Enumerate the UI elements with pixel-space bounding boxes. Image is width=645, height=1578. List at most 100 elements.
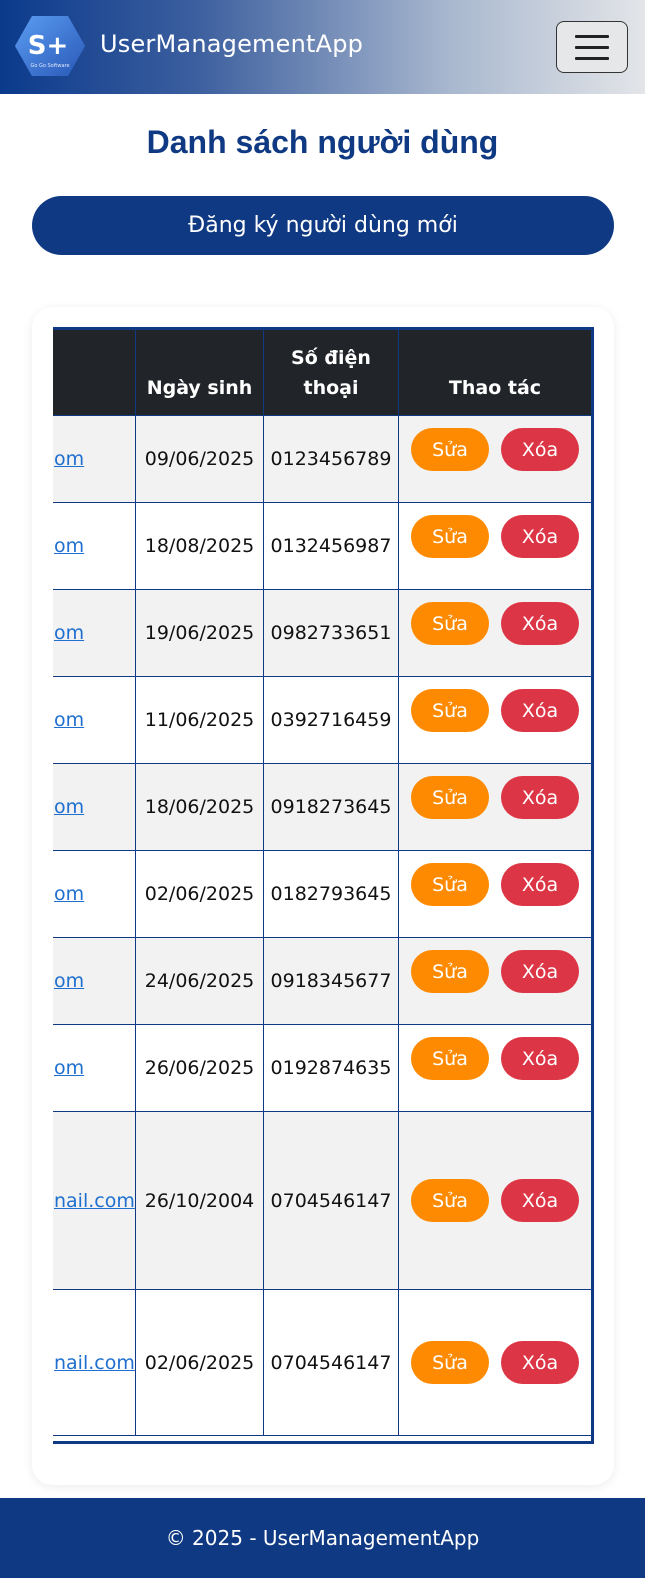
email-link[interactable]: om [54, 448, 85, 470]
email-link[interactable]: om [54, 709, 85, 731]
phone-cell: 0132456987 [263, 502, 399, 590]
page-title: Danh sách người dùng [146, 124, 499, 160]
email-cell: om [53, 850, 136, 938]
table-row: om 18/08/2025 0132456987 Sửa Xóa [53, 502, 591, 590]
phone-cell: 0704546147 [263, 1289, 399, 1436]
edit-button[interactable]: Sửa [411, 428, 489, 471]
delete-button[interactable]: Xóa [501, 515, 579, 558]
table-row: om 24/06/2025 0918345677 Sửa Xóa [53, 937, 591, 1025]
edit-button[interactable]: Sửa [411, 1341, 489, 1384]
delete-button[interactable]: Xóa [501, 1037, 579, 1080]
email-link[interactable]: om [54, 535, 85, 557]
app-logo[interactable]: S+ Go Go Software [15, 15, 85, 77]
phone-cell: 0704546147 [263, 1111, 399, 1290]
email-cell: om [53, 1024, 136, 1112]
brand-name[interactable]: UserManagementApp [100, 30, 364, 58]
delete-button[interactable]: Xóa [501, 428, 579, 471]
delete-button[interactable]: Xóa [501, 776, 579, 819]
phone-cell: 0918345677 [263, 937, 399, 1025]
dob-cell: 02/06/2025 [135, 850, 264, 938]
menu-toggle-button[interactable] [556, 21, 628, 73]
edit-button[interactable]: Sửa [411, 1179, 489, 1222]
table-row: om 18/06/2025 0918273645 Sửa Xóa [53, 763, 591, 851]
email-link[interactable]: nail.com [54, 1351, 135, 1374]
navbar: S+ Go Go Software UserManagementApp [0, 0, 645, 94]
delete-button[interactable]: Xóa [501, 1341, 579, 1384]
logo-text: S+ [28, 31, 69, 61]
email-cell: om [53, 763, 136, 851]
actions-cell: Sửa Xóa [398, 589, 591, 677]
register-user-button[interactable]: Đăng ký người dùng mới [32, 196, 614, 255]
logo-subtext: Go Go Software [30, 63, 69, 69]
phone-cell: 0918273645 [263, 763, 399, 851]
actions-cell: Sửa Xóa [398, 502, 591, 590]
dob-cell: 18/08/2025 [135, 502, 264, 590]
email-link[interactable]: om [54, 970, 85, 992]
dob-cell: 19/06/2025 [135, 589, 264, 677]
hamburger-icon-line [575, 56, 609, 60]
phone-cell: 0982733651 [263, 589, 399, 677]
email-link[interactable]: om [54, 883, 85, 905]
edit-button[interactable]: Sửa [411, 863, 489, 906]
footer: © 2025 - UserManagementApp [0, 1498, 645, 1578]
delete-button[interactable]: Xóa [501, 689, 579, 732]
email-cell: nail.com [53, 1111, 136, 1290]
table-header-row: Ngày sinh Số điện thoại Thao tác [53, 329, 591, 416]
delete-button[interactable]: Xóa [501, 950, 579, 993]
header-phone-line2: thoại [303, 377, 359, 399]
delete-button[interactable]: Xóa [501, 1179, 579, 1222]
dob-cell: 11/06/2025 [135, 676, 264, 764]
edit-button[interactable]: Sửa [411, 776, 489, 819]
header-actions: Thao tác [398, 329, 591, 416]
edit-button[interactable]: Sửa [411, 950, 489, 993]
email-link[interactable]: om [54, 1057, 85, 1079]
email-cell: nail.com [53, 1289, 136, 1436]
table-row: om 26/06/2025 0192874635 Sửa Xóa [53, 1024, 591, 1112]
table-row: om 19/06/2025 0982733651 Sửa Xóa [53, 589, 591, 677]
actions-cell: Sửa Xóa [398, 937, 591, 1025]
dob-cell: 02/06/2025 [135, 1289, 264, 1436]
header-phone-line1: Số điện [291, 347, 371, 369]
email-link[interactable]: om [54, 796, 85, 818]
email-cell: om [53, 676, 136, 764]
edit-button[interactable]: Sửa [411, 1037, 489, 1080]
dob-cell: 26/10/2004 [135, 1111, 264, 1290]
hamburger-icon-line [575, 45, 609, 49]
table-row: nail.com 02/06/2025 0704546147 Sửa Xóa [53, 1289, 591, 1436]
dob-cell: 09/06/2025 [135, 415, 264, 503]
email-cell: om [53, 502, 136, 590]
actions-cell: Sửa Xóa [398, 1024, 591, 1112]
header-phone: Số điện thoại [263, 329, 399, 416]
phone-cell: 0182793645 [263, 850, 399, 938]
edit-button[interactable]: Sửa [411, 602, 489, 645]
dob-cell: 18/06/2025 [135, 763, 264, 851]
footer-text: © 2025 - UserManagementApp [165, 1526, 480, 1550]
dob-cell: 24/06/2025 [135, 937, 264, 1025]
email-link[interactable]: nail.com [54, 1189, 135, 1212]
edit-button[interactable]: Sửa [411, 515, 489, 558]
phone-cell: 0123456789 [263, 415, 399, 503]
email-cell: om [53, 415, 136, 503]
delete-button[interactable]: Xóa [501, 602, 579, 645]
email-cell: om [53, 937, 136, 1025]
header-email [53, 329, 136, 416]
email-cell: om [53, 589, 136, 677]
actions-cell: Sửa Xóa [398, 1111, 591, 1290]
users-table-scroll[interactable]: Ngày sinh Số điện thoại Thao tác om 09/06… [53, 327, 594, 1444]
actions-cell: Sửa Xóa [398, 850, 591, 938]
hamburger-icon [575, 34, 609, 38]
actions-cell: Sửa Xóa [398, 763, 591, 851]
edit-button[interactable]: Sửa [411, 689, 489, 732]
table-row: om 09/06/2025 0123456789 Sửa Xóa [53, 415, 591, 503]
table-row: om 02/06/2025 0182793645 Sửa Xóa [53, 850, 591, 938]
dob-cell: 26/06/2025 [135, 1024, 264, 1112]
actions-cell: Sửa Xóa [398, 415, 591, 503]
phone-cell: 0392716459 [263, 676, 399, 764]
email-link[interactable]: om [54, 622, 85, 644]
table-row: om 11/06/2025 0392716459 Sửa Xóa [53, 676, 591, 764]
actions-cell: Sửa Xóa [398, 1289, 591, 1436]
actions-cell: Sửa Xóa [398, 676, 591, 764]
delete-button[interactable]: Xóa [501, 863, 579, 906]
table-row: nail.com 26/10/2004 0704546147 Sửa Xóa [53, 1111, 591, 1290]
phone-cell: 0192874635 [263, 1024, 399, 1112]
